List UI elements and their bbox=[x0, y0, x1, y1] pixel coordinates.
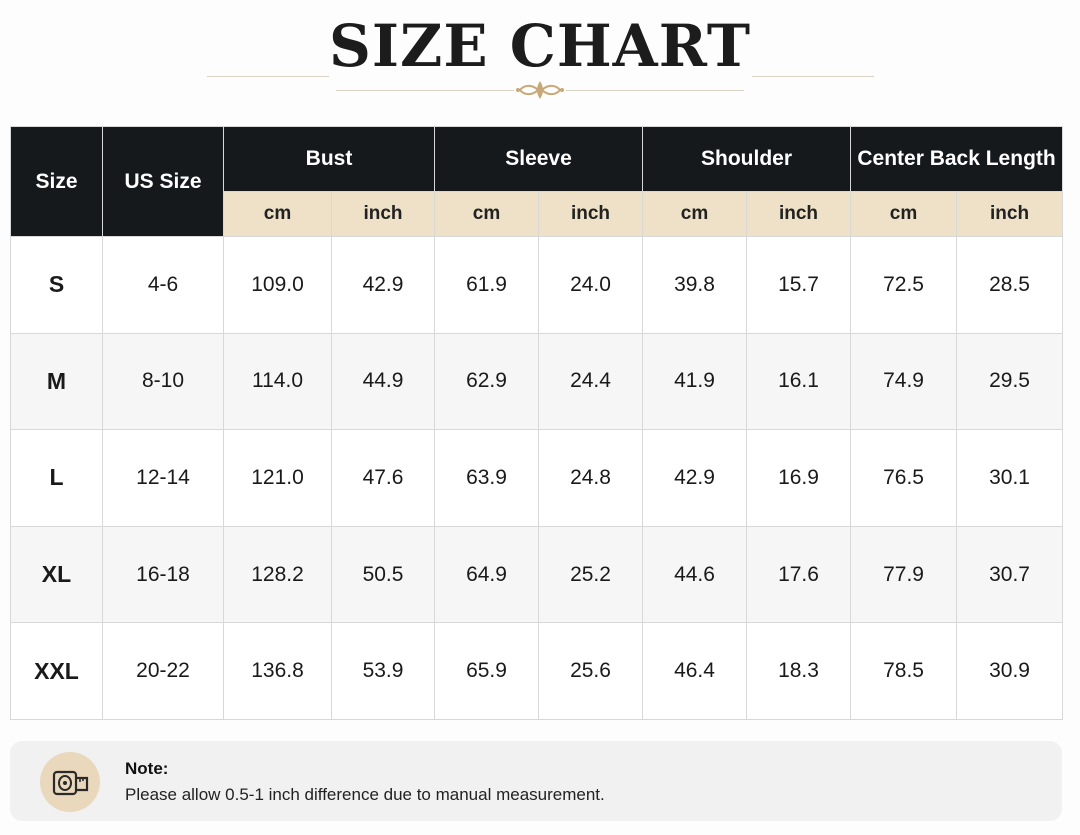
value-cell: 47.6 bbox=[330, 429, 436, 527]
measuring-tape-icon bbox=[40, 752, 100, 812]
header-size: Size bbox=[10, 126, 103, 237]
title-rule-center-left bbox=[336, 90, 514, 91]
table-row: M 8-10 114.0 44.9 62.9 24.4 41.9 16.1 74… bbox=[10, 332, 1064, 431]
value-cell: 61.9 bbox=[434, 236, 540, 334]
value-cell: 42.9 bbox=[642, 429, 748, 527]
us-size-cell: 16-18 bbox=[102, 525, 224, 624]
value-cell: 30.7 bbox=[956, 525, 1064, 624]
value-cell: 64.9 bbox=[434, 525, 540, 624]
page-title: SIZE CHART bbox=[328, 12, 752, 80]
header-unit: inch bbox=[330, 191, 436, 237]
value-cell: 30.1 bbox=[956, 429, 1064, 527]
table-row: L 12-14 121.0 47.6 63.9 24.8 42.9 16.9 7… bbox=[10, 429, 1064, 527]
note-title: Note: bbox=[125, 759, 169, 778]
header-bust: Bust bbox=[222, 126, 436, 192]
us-size-cell: 8-10 bbox=[102, 332, 224, 431]
note-text: Please allow 0.5-1 inch difference due t… bbox=[125, 785, 605, 804]
value-cell: 74.9 bbox=[850, 332, 958, 431]
value-cell: 128.2 bbox=[223, 525, 332, 624]
table-header: Size US Size Bust Sleeve Shoulder Center… bbox=[10, 126, 1064, 237]
ornament-icon bbox=[516, 81, 564, 99]
value-cell: 30.9 bbox=[956, 622, 1064, 720]
size-chart-table: Size US Size Bust Sleeve Shoulder Center… bbox=[10, 126, 1064, 720]
value-cell: 29.5 bbox=[956, 332, 1064, 431]
header-row-groups: Size US Size Bust Sleeve Shoulder Center… bbox=[10, 126, 1064, 237]
us-size-cell: 20-22 bbox=[102, 622, 224, 720]
value-cell: 109.0 bbox=[223, 236, 332, 334]
value-cell: 25.2 bbox=[538, 525, 644, 624]
size-cell: M bbox=[10, 332, 103, 431]
header-unit: cm bbox=[434, 191, 540, 237]
value-cell: 76.5 bbox=[850, 429, 958, 527]
title-section: SIZE CHART bbox=[0, 0, 1080, 118]
value-cell: 16.9 bbox=[746, 429, 852, 527]
size-cell: XL bbox=[10, 525, 103, 624]
value-cell: 78.5 bbox=[850, 622, 958, 720]
value-cell: 44.9 bbox=[330, 332, 436, 431]
table-row: XXL 20-22 136.8 53.9 65.9 25.6 46.4 18.3… bbox=[10, 622, 1064, 720]
header-shoulder: Shoulder bbox=[642, 126, 852, 192]
value-cell: 63.9 bbox=[434, 429, 540, 527]
header-unit: inch bbox=[538, 191, 644, 237]
header-unit: inch bbox=[746, 191, 852, 237]
title-rule-center-right bbox=[566, 90, 744, 91]
header-unit: cm bbox=[850, 191, 958, 237]
size-cell: S bbox=[10, 236, 103, 334]
size-cell: XXL bbox=[10, 622, 103, 720]
size-cell: L bbox=[10, 429, 103, 527]
value-cell: 62.9 bbox=[434, 332, 540, 431]
table-body: S 4-6 109.0 42.9 61.9 24.0 39.8 15.7 72.… bbox=[10, 236, 1064, 720]
value-cell: 42.9 bbox=[330, 236, 436, 334]
value-cell: 41.9 bbox=[642, 332, 748, 431]
title-rule-left bbox=[207, 76, 329, 77]
header-unit: cm bbox=[223, 191, 332, 237]
title-rule-right bbox=[752, 76, 874, 77]
value-cell: 28.5 bbox=[956, 236, 1064, 334]
header-unit: inch bbox=[956, 191, 1064, 237]
value-cell: 17.6 bbox=[746, 525, 852, 624]
value-cell: 24.0 bbox=[538, 236, 644, 334]
value-cell: 44.6 bbox=[642, 525, 748, 624]
table-row: XL 16-18 128.2 50.5 64.9 25.2 44.6 17.6 … bbox=[10, 525, 1064, 624]
value-cell: 18.3 bbox=[746, 622, 852, 720]
value-cell: 39.8 bbox=[642, 236, 748, 334]
header-row-units: cm inch cm inch cm inch cm inch bbox=[11, 191, 1064, 237]
value-cell: 24.4 bbox=[538, 332, 644, 431]
value-cell: 25.6 bbox=[538, 622, 644, 720]
value-cell: 72.5 bbox=[850, 236, 958, 334]
value-cell: 46.4 bbox=[642, 622, 748, 720]
table-row: S 4-6 109.0 42.9 61.9 24.0 39.8 15.7 72.… bbox=[10, 236, 1064, 334]
us-size-cell: 12-14 bbox=[102, 429, 224, 527]
value-cell: 65.9 bbox=[434, 622, 540, 720]
header-sleeve: Sleeve bbox=[434, 126, 644, 192]
us-size-cell: 4-6 bbox=[102, 236, 224, 334]
value-cell: 16.1 bbox=[746, 332, 852, 431]
header-unit: cm bbox=[642, 191, 748, 237]
header-us-size: US Size bbox=[102, 126, 224, 237]
value-cell: 15.7 bbox=[746, 236, 852, 334]
value-cell: 136.8 bbox=[223, 622, 332, 720]
value-cell: 24.8 bbox=[538, 429, 644, 527]
value-cell: 114.0 bbox=[223, 332, 332, 431]
value-cell: 53.9 bbox=[330, 622, 436, 720]
note-box: Note: Please allow 0.5-1 inch difference… bbox=[10, 741, 1062, 821]
header-center-back-length: Center Back Length bbox=[850, 126, 1064, 192]
value-cell: 121.0 bbox=[223, 429, 332, 527]
value-cell: 50.5 bbox=[330, 525, 436, 624]
value-cell: 77.9 bbox=[850, 525, 958, 624]
